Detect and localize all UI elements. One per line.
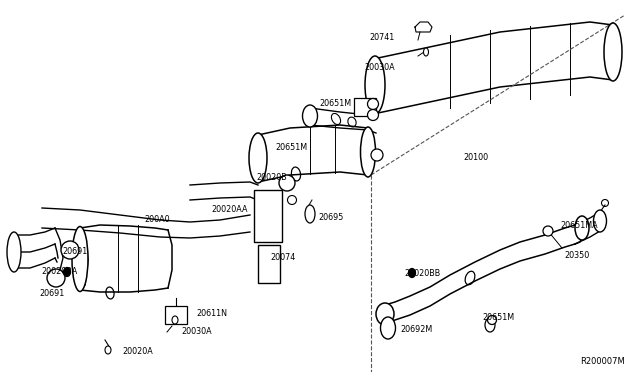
Text: 20691: 20691 bbox=[63, 247, 88, 256]
Text: 20611N: 20611N bbox=[196, 308, 227, 317]
Ellipse shape bbox=[305, 205, 315, 223]
Text: 20020BA: 20020BA bbox=[42, 267, 78, 276]
Text: 20651M: 20651M bbox=[320, 99, 352, 108]
Ellipse shape bbox=[279, 175, 295, 191]
Ellipse shape bbox=[287, 196, 296, 205]
Ellipse shape bbox=[172, 316, 178, 324]
Text: 20020AA: 20020AA bbox=[211, 205, 248, 215]
Text: 20020B: 20020B bbox=[256, 173, 287, 182]
Ellipse shape bbox=[604, 23, 622, 81]
Text: 20020BB: 20020BB bbox=[404, 269, 440, 278]
Text: R200007M: R200007M bbox=[580, 357, 625, 366]
Ellipse shape bbox=[303, 105, 317, 127]
Ellipse shape bbox=[488, 315, 497, 324]
Ellipse shape bbox=[408, 269, 415, 278]
Text: 20020A: 20020A bbox=[122, 347, 153, 356]
Text: 200A0: 200A0 bbox=[145, 215, 170, 224]
Ellipse shape bbox=[593, 210, 607, 232]
Ellipse shape bbox=[485, 318, 495, 332]
Ellipse shape bbox=[105, 346, 111, 354]
Bar bbox=[165, 306, 187, 324]
Ellipse shape bbox=[249, 133, 267, 183]
Ellipse shape bbox=[47, 269, 65, 287]
Text: 20651M: 20651M bbox=[276, 144, 308, 153]
Text: 20030A: 20030A bbox=[364, 64, 395, 73]
Ellipse shape bbox=[381, 317, 396, 339]
Text: 20651M: 20651M bbox=[482, 314, 514, 323]
Ellipse shape bbox=[7, 232, 21, 272]
Bar bbox=[354, 98, 376, 116]
Bar bbox=[258, 245, 280, 283]
Ellipse shape bbox=[543, 226, 553, 236]
Bar bbox=[254, 190, 282, 242]
Ellipse shape bbox=[365, 56, 385, 114]
Ellipse shape bbox=[61, 241, 79, 259]
Ellipse shape bbox=[63, 267, 70, 276]
Text: 20741: 20741 bbox=[370, 33, 395, 42]
Text: 20692M: 20692M bbox=[400, 326, 432, 334]
Text: 20651MA: 20651MA bbox=[560, 221, 598, 230]
Ellipse shape bbox=[72, 227, 88, 292]
Ellipse shape bbox=[367, 99, 378, 109]
Text: 20100: 20100 bbox=[463, 153, 488, 161]
Ellipse shape bbox=[575, 216, 589, 240]
Ellipse shape bbox=[424, 48, 429, 56]
Ellipse shape bbox=[367, 109, 378, 121]
Ellipse shape bbox=[371, 149, 383, 161]
Text: 20074: 20074 bbox=[270, 253, 295, 263]
Ellipse shape bbox=[360, 127, 376, 177]
Text: 20350: 20350 bbox=[564, 251, 589, 260]
Ellipse shape bbox=[376, 303, 394, 325]
Text: 20691: 20691 bbox=[40, 289, 65, 298]
Text: 20695: 20695 bbox=[318, 214, 344, 222]
Text: 20030A: 20030A bbox=[181, 327, 212, 337]
